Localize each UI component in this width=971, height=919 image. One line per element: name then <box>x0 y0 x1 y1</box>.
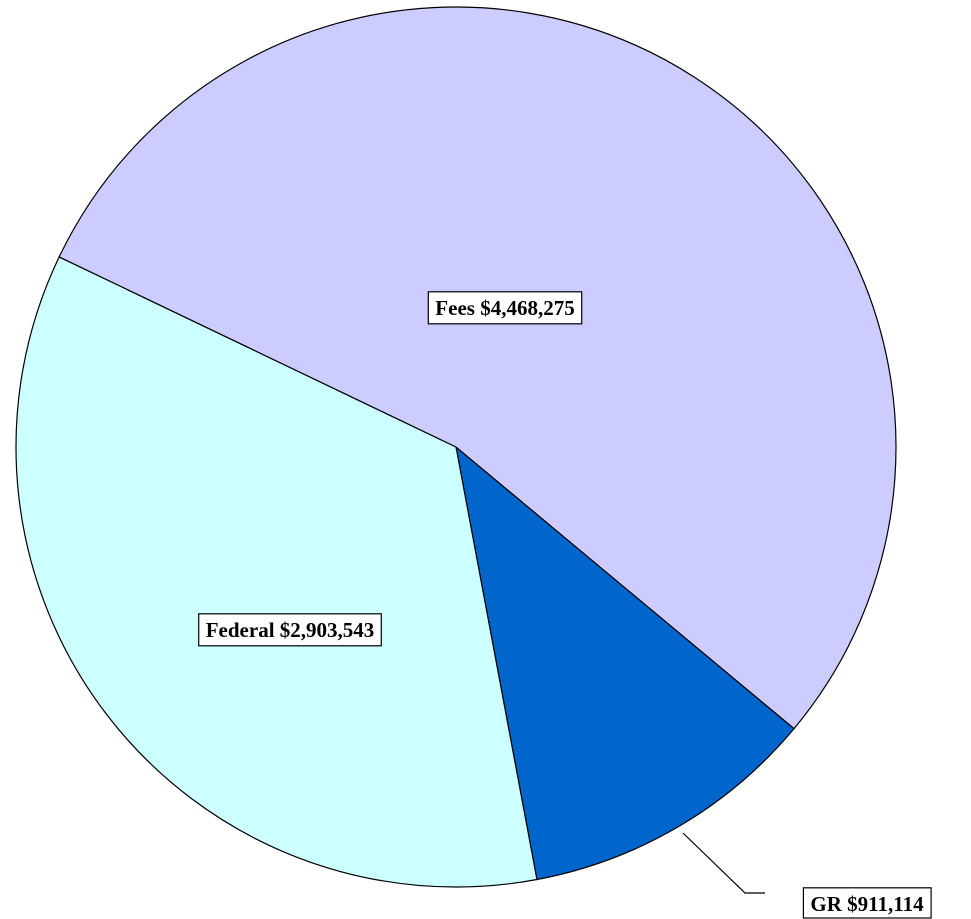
label-text: GR $911,114 <box>810 892 924 916</box>
label-text: Fees $4,468,275 <box>435 296 574 320</box>
slice-label: Federal $2,903,543 <box>198 613 382 647</box>
label-box <box>198 613 382 647</box>
value-label: $4,468,275 <box>480 296 575 320</box>
label-box <box>802 887 932 919</box>
slice-label: GR $911,114 <box>802 887 932 919</box>
slice-label: Fees $4,468,275 <box>427 291 583 325</box>
pie-slice <box>15 256 538 888</box>
value-label: $911,114 <box>847 892 924 916</box>
category-name: GR <box>810 892 842 916</box>
leader-line <box>682 832 765 894</box>
category-name: Fees <box>435 296 475 320</box>
label-box <box>427 291 583 325</box>
label-text: Federal $2,903,543 <box>206 618 375 642</box>
category-name: Federal <box>206 618 275 642</box>
pie-slice <box>58 6 897 730</box>
value-label: $2,903,543 <box>280 618 375 642</box>
pie-slice <box>455 445 795 881</box>
